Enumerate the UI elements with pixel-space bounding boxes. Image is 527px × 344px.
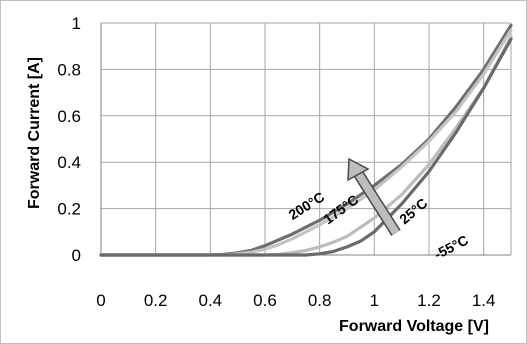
series-line-175c — [99, 28, 513, 257]
x-axis-label: Forward Voltage [V] — [339, 318, 489, 335]
x-tick-label: 1.2 — [417, 291, 441, 310]
arrow-shaft — [352, 167, 400, 236]
curve-label: 25°C — [396, 195, 430, 227]
y-tick-label: 0.2 — [57, 200, 81, 219]
y-tick-label: 1 — [72, 14, 81, 33]
series-line--55c — [99, 37, 513, 257]
y-tick-label: 0.6 — [57, 107, 81, 126]
temperature-arrow — [347, 157, 401, 236]
x-tick-label: 0.6 — [253, 291, 277, 310]
tick-labels: 0 0.2 0.4 0.6 0.8 1 1.2 1.4 0 0.2 0.4 0.6 0.8 1 — [57, 14, 495, 310]
x-tick-label: 0.2 — [144, 291, 168, 310]
x-tick-label: 0.4 — [199, 291, 223, 310]
series-group — [99, 23, 513, 257]
curve-label: 175°C — [320, 191, 361, 227]
x-tick-label: 1 — [370, 291, 379, 310]
y-tick-label: 0.4 — [57, 153, 81, 172]
y-tick-label: 0 — [72, 246, 81, 265]
x-tick-label: 1.4 — [472, 291, 496, 310]
y-tick-label: 0.8 — [57, 60, 81, 79]
arrow-head — [347, 157, 370, 182]
y-axis-label: Forward Current [A] — [26, 57, 43, 209]
curve-label: -55°C — [431, 232, 470, 263]
x-tick-label: 0 — [96, 291, 105, 310]
x-tick-label: 0.8 — [308, 291, 332, 310]
